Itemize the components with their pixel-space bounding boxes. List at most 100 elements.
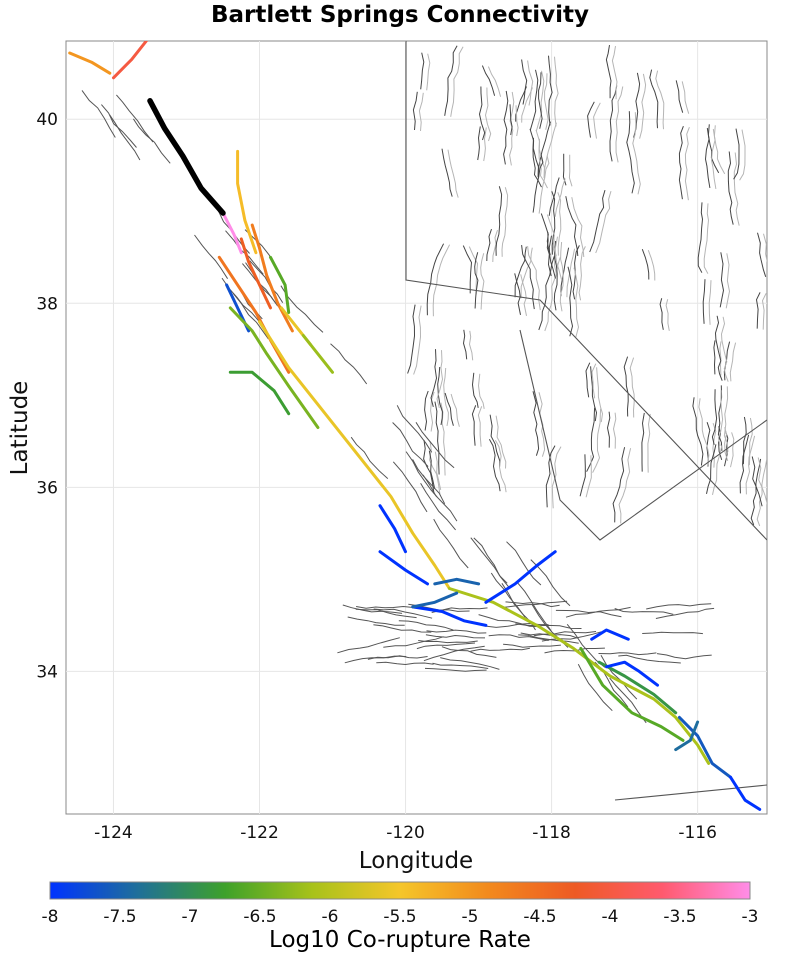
colorbar-tick-label: -7 [182,907,199,927]
bg-fault-trace [489,414,501,468]
colorbar-tick-label: -5 [462,907,479,927]
bg-fault-trace [441,148,453,197]
chart-title: Bartlett Springs Connectivity [210,2,590,28]
bg-fault-trace [437,366,443,425]
bg-fault-trace [659,298,664,330]
bg-fault-trace [750,458,762,526]
bg-fault-trace [477,126,481,161]
corupture-fault [378,504,407,554]
x-axis-ticks: -124 -122 -120 -118 -116 [94,823,717,843]
bg-fault-trace [692,397,704,466]
bg-fault-trace [423,439,435,494]
bg-fault-surface [632,112,641,195]
bg-fault-surface [544,257,561,332]
bg-fault-surface [708,280,712,325]
bg-fault-surface [450,46,464,117]
bg-fault-trace [462,329,468,360]
x-tick-label: -118 [532,823,571,843]
colorbar-tick-label: -4 [602,907,619,927]
corupture-fault [269,255,291,314]
bg-fault-trace [440,657,500,670]
bg-fault-surface [434,451,442,491]
bg-fault-trace [420,52,425,90]
bg-fault-trace [330,343,368,385]
bg-fault-surface [468,330,474,361]
bg-fault-trace [598,652,657,656]
corupture-fault [221,211,243,255]
bg-fault-surface [684,127,690,201]
bg-fault-surface [432,244,451,317]
bg-fault-surface [551,446,562,509]
bg-fault-surface [592,408,602,473]
bg-fault-surface [763,233,767,263]
bg-fault-surface [568,154,573,187]
bg-fault-trace [678,126,684,200]
bg-fault-trace [642,631,703,635]
bg-fault-trace [719,252,725,308]
bg-fault-trace [579,454,586,497]
bg-fault-trace [495,186,503,256]
bg-fault-trace [505,601,560,608]
bg-fault-surface [647,250,656,281]
bg-fault-surface [515,105,519,137]
bg-fault-trace [396,405,433,453]
bg-fault-trace [649,69,659,129]
bg-fault-trace [532,154,544,213]
bg-fault-trace [562,153,567,186]
bg-fault-surface [546,214,557,257]
bg-fault-trace [641,249,650,280]
bg-fault-trace [504,600,568,608]
bg-fault-trace [515,86,527,122]
corupture-fault [484,550,557,604]
y-axis-label: Latitude [7,381,33,476]
bg-fault-trace [656,653,712,660]
bg-fault-trace [433,518,469,569]
bg-fault-trace [577,663,613,712]
bg-fault-surface [710,128,717,189]
bg-fault-surface [429,440,441,495]
bg-fault-surface [698,398,710,467]
bg-fault-surface [655,70,665,130]
bg-fault-trace [521,59,528,105]
bg-fault-trace [565,196,579,257]
bg-fault-surface [559,241,564,312]
bg-fault-trace [373,608,433,619]
bg-fault-surface [557,192,562,256]
colorbar-tick-label: -7.5 [103,907,136,927]
y-axis-ticks: 34 36 38 40 [36,110,58,682]
bg-fault-trace [412,91,418,131]
bg-fault-trace [757,232,767,277]
bg-fault-surface [436,350,444,409]
bg-fault-surface [629,357,635,418]
bg-fault-surface [487,66,502,97]
bg-fault-trace [481,65,496,96]
corupture-fault [228,306,320,429]
colorbar-tick-label: -3.5 [663,907,696,927]
bg-fault-surface [527,246,541,311]
bg-fault-trace [589,189,606,253]
bg-fault-trace [101,104,137,148]
y-tick-label: 36 [36,478,58,498]
bg-fault-surface [573,267,580,338]
bg-fault-surface [509,91,515,166]
corupture-fault [68,51,112,75]
bg-fault-surface [554,56,559,127]
bg-fault-trace [412,459,446,505]
bg-fault-trace [641,412,645,472]
bg-fault-surface [723,386,729,452]
bg-fault-trace [383,636,444,648]
corupture-fault [674,720,700,752]
source-fault-bartlett-springs [147,98,226,216]
bg-fault-trace [727,151,734,225]
bg-fault-trace [444,45,458,116]
bg-fault-trace [609,85,618,162]
bg-fault-trace [432,662,489,669]
plot-area [65,40,768,815]
bg-fault-trace [697,202,704,273]
bg-fault-trace [194,234,229,279]
x-tick-label: -116 [678,823,717,843]
corupture-fault [236,149,258,255]
bg-fault-surface [761,293,767,330]
bg-fault-trace [392,422,429,467]
